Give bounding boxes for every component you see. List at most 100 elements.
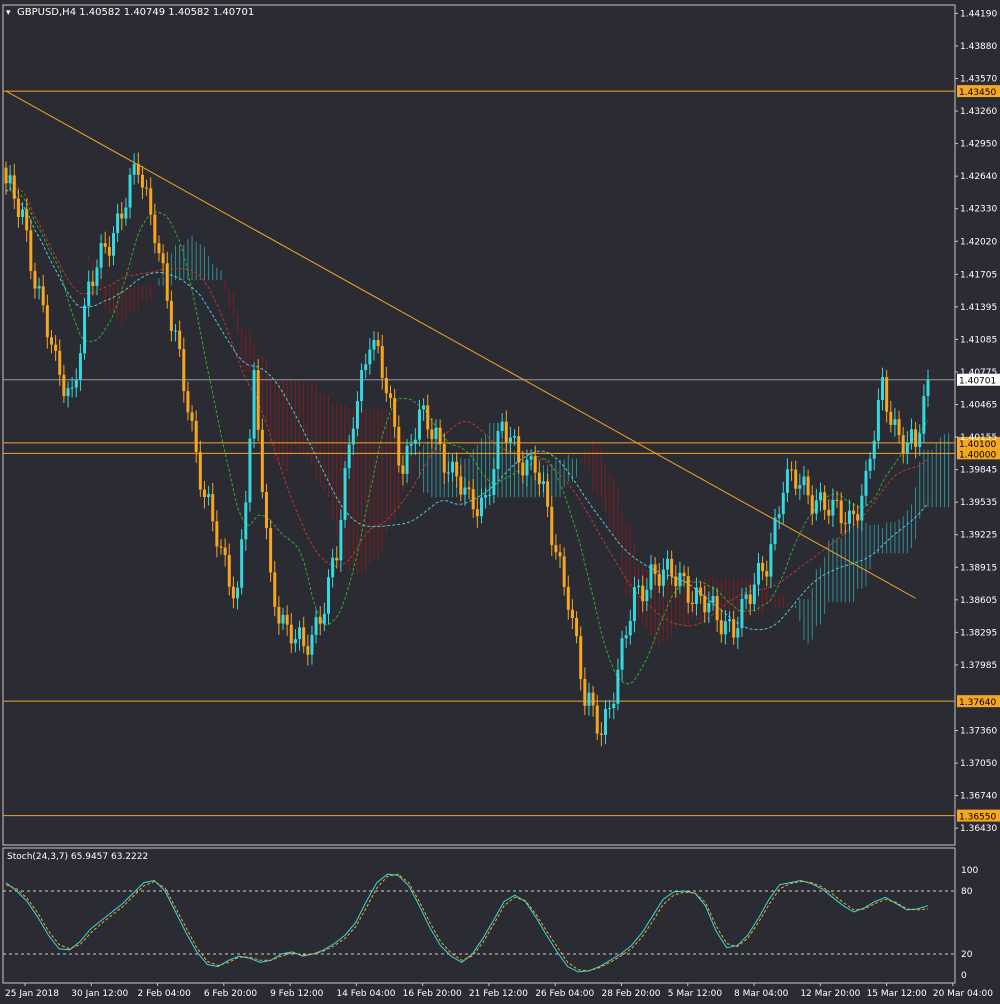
trend-line[interactable] — [5, 90, 916, 599]
candle-body — [752, 584, 756, 605]
y-tick-label: 1.37985 — [960, 661, 997, 671]
candle-body — [368, 349, 372, 365]
candle-body — [389, 393, 393, 398]
candle-body — [612, 703, 616, 709]
candle-body — [140, 174, 144, 188]
candle-body — [136, 163, 140, 175]
candle-body — [384, 377, 388, 394]
candle-body — [653, 564, 657, 574]
candle-body — [773, 517, 777, 545]
x-tick-label: 6 Feb 20:00 — [204, 989, 258, 999]
candle-body — [70, 387, 74, 389]
candle-body — [781, 492, 785, 515]
candle-body — [575, 617, 579, 637]
candle-body — [211, 494, 215, 522]
candle-body — [839, 500, 843, 524]
level-label-bg — [957, 436, 1000, 449]
candle-body — [756, 562, 760, 585]
candle-body — [264, 492, 268, 529]
candle-body — [322, 613, 326, 624]
candle-body — [314, 617, 318, 635]
x-tick-label: 8 Mar 04:00 — [734, 989, 789, 999]
candle-body — [426, 405, 430, 430]
stoch-signal-line — [5, 873, 929, 972]
candle-body — [649, 564, 653, 590]
candle-body — [438, 427, 442, 445]
x-tick-label: 9 Feb 12:00 — [270, 989, 324, 999]
candle-body — [806, 476, 810, 496]
candle-body — [736, 628, 740, 638]
candle-body — [111, 233, 115, 256]
candle-body — [21, 209, 25, 217]
stoch-tick-label: 20 — [961, 950, 973, 960]
candle-body — [554, 545, 558, 553]
candle-body — [376, 340, 380, 346]
candle-body — [227, 555, 231, 587]
candle-body — [790, 469, 794, 471]
level-label: 1.36550 — [959, 813, 996, 823]
y-tick-label: 1.40775 — [960, 368, 997, 378]
stoch-tick-label: 100 — [961, 866, 978, 876]
candle-body — [707, 602, 711, 613]
candle-body — [298, 627, 302, 640]
y-tick-label: 1.36430 — [960, 824, 997, 834]
candle-body — [463, 487, 467, 495]
candle-body — [401, 465, 405, 474]
candle-body — [872, 440, 876, 459]
candle-body — [240, 539, 244, 588]
candle-body — [153, 214, 157, 244]
candle-body — [694, 587, 698, 604]
candle-body — [281, 614, 285, 624]
y-tick-label: 1.37360 — [960, 727, 997, 737]
candle-body — [723, 621, 727, 635]
candle-body — [823, 492, 827, 510]
stoch-title: Stoch(24,3,7) 65.9457 63.2222 — [7, 852, 148, 862]
candle-body — [236, 587, 240, 599]
candle-body — [132, 163, 136, 175]
y-tick-label: 1.44190 — [960, 9, 997, 19]
candle-body — [546, 481, 550, 507]
candle-body — [856, 514, 860, 521]
y-tick-label: 1.36740 — [960, 792, 997, 802]
candle-body — [604, 708, 608, 735]
stoch-tick-label: 80 — [961, 887, 973, 897]
candle-body — [703, 595, 707, 613]
y-tick-label: 1.40465 — [960, 401, 997, 411]
candle-body — [632, 587, 636, 621]
candle-body — [744, 594, 748, 600]
candle-body — [579, 636, 583, 679]
candle-body — [761, 562, 765, 572]
candle-body — [190, 412, 194, 421]
candle-body — [95, 267, 99, 286]
candle-body — [533, 456, 537, 473]
candle-body — [422, 405, 426, 410]
candle-body — [149, 188, 153, 215]
candle-body — [831, 499, 835, 516]
y-tick-label: 1.39845 — [960, 466, 997, 476]
stoch-main-line — [5, 873, 929, 973]
candle-body — [49, 337, 53, 345]
candle-body — [273, 572, 277, 607]
level-label: 1.40100 — [959, 440, 996, 450]
candle-body — [302, 627, 306, 647]
y-tick-label: 1.38915 — [960, 563, 997, 573]
candle-body — [335, 557, 339, 561]
candle-body — [326, 577, 330, 614]
candle-body — [529, 456, 533, 460]
candle-body — [62, 374, 66, 397]
candle-body — [434, 427, 438, 440]
last-price-label: 1.40701 — [959, 377, 996, 387]
candle-body — [289, 624, 293, 644]
candle-body — [186, 391, 190, 413]
candle-body — [748, 594, 752, 605]
y-tick-label: 1.41085 — [960, 335, 997, 345]
x-tick-label: 16 Feb 20:00 — [403, 989, 462, 999]
candle-body — [165, 263, 169, 301]
y-tick-label: 1.38605 — [960, 596, 997, 606]
candle-body — [161, 253, 165, 264]
candle-body — [674, 576, 678, 587]
candle-body — [521, 462, 525, 476]
menu-arrow-icon: ▾ — [6, 8, 11, 18]
candle-body — [835, 499, 839, 501]
